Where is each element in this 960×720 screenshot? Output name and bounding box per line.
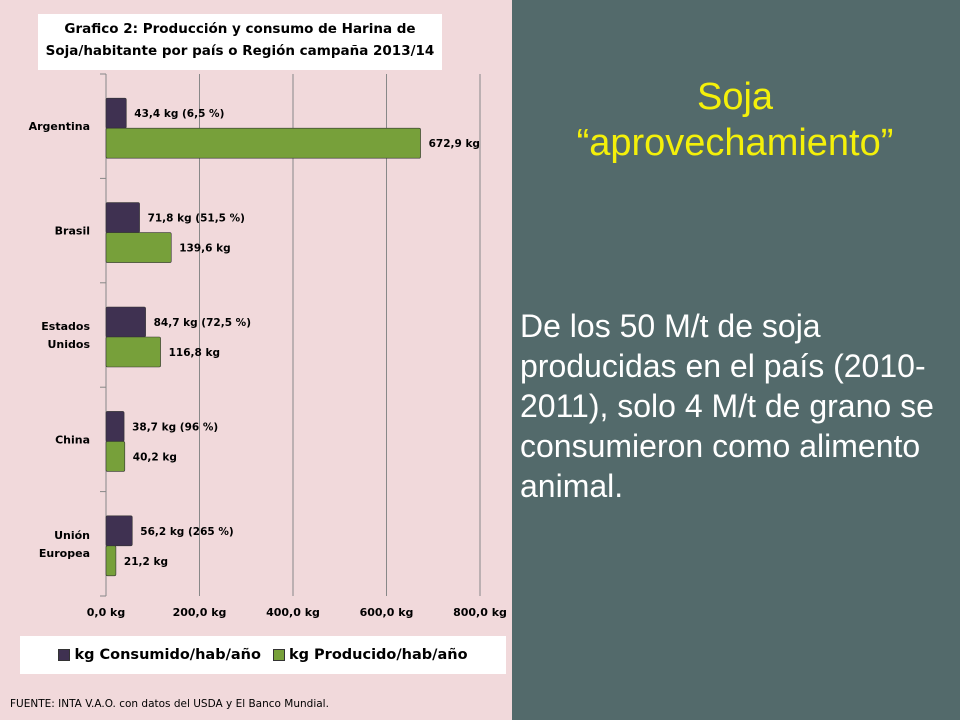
chart-title: Grafico 2: Producción y consumo de Harin… [38, 14, 442, 70]
bar-produced-3 [105, 441, 126, 472]
chart-title-line-1: Grafico 2: Producción y consumo de Harin… [64, 21, 416, 37]
data-label-produced-2: 116,8 kg [169, 347, 220, 359]
data-label-consumed-4: 56,2 kg (265 %) [140, 526, 233, 538]
bar-produced-1 [105, 232, 172, 263]
bar-produced-4 [105, 545, 117, 577]
category-label-4: Unión Europea [39, 529, 90, 560]
slide-title-line-2: “aprovechamiento” [576, 122, 894, 164]
category-label-2: Estados Unidos [41, 320, 90, 351]
bar-consumed-2 [105, 306, 146, 338]
slide-title-line-1: Soja [696, 76, 774, 118]
x-tick-label-4: 800,0 kg [453, 606, 507, 619]
data-label-produced-1: 139,6 kg [179, 243, 230, 255]
source-note: FUENTE: INTA V.A.O. con datos del USDA y… [10, 698, 329, 710]
slide-title: Soja “aprovechamiento” [530, 74, 940, 166]
category-label-3: China [55, 433, 90, 446]
legend-item-produced: kg Producido/hab/año [272, 647, 468, 663]
chart-panel [0, 0, 512, 720]
data-label-produced-3: 40,2 kg [133, 451, 177, 463]
legend-label-consumed: kg Consumido/hab/año [74, 647, 261, 663]
bar-consumed-4 [105, 515, 133, 547]
bar-consumed-1 [105, 202, 140, 233]
chart-title-line-2: Soja/habitante por país o Región campaña… [45, 43, 435, 59]
category-label-0: Argentina [29, 120, 90, 133]
legend-swatch-consumed [58, 649, 71, 661]
data-label-produced-0: 672,9 kg [429, 138, 480, 150]
chart-legend: kg Consumido/hab/año kg Producido/hab/añ… [20, 636, 506, 674]
x-tick-label-1: 200,0 kg [173, 606, 227, 619]
bar-chart: 0,0 kg 200,0 kg 400,0 kg 600,0 kg 800,0 kg Ar… [29, 73, 507, 619]
slide-body-text: De los 50 M/t de soja producidas en el p… [520, 308, 934, 504]
category-label-1: Brasil [55, 225, 90, 238]
data-label-consumed-1: 71,8 kg (51,5 %) [148, 213, 245, 225]
legend-item-consumed: kg Consumido/hab/año [58, 647, 261, 663]
data-label-consumed-3: 38,7 kg (96 %) [132, 421, 218, 433]
x-tick-label-0: 0,0 kg [87, 606, 126, 619]
bar-consumed-0 [105, 97, 127, 129]
bar-produced-0 [105, 127, 421, 159]
bar-consumed-3 [105, 411, 125, 442]
text-panel [512, 0, 960, 720]
data-label-consumed-2: 84,7 kg (72,5 %) [154, 317, 251, 329]
bar-produced-2 [105, 336, 161, 368]
x-tick-label-2: 400,0 kg [266, 606, 320, 619]
legend-swatch-produced [272, 649, 285, 661]
data-label-produced-4: 21,2 kg [124, 556, 168, 568]
data-label-consumed-0: 43,4 kg (6,5 %) [134, 108, 224, 120]
x-tick-label-3: 600,0 kg [360, 606, 414, 619]
legend-label-produced: kg Producido/hab/año [288, 647, 468, 663]
